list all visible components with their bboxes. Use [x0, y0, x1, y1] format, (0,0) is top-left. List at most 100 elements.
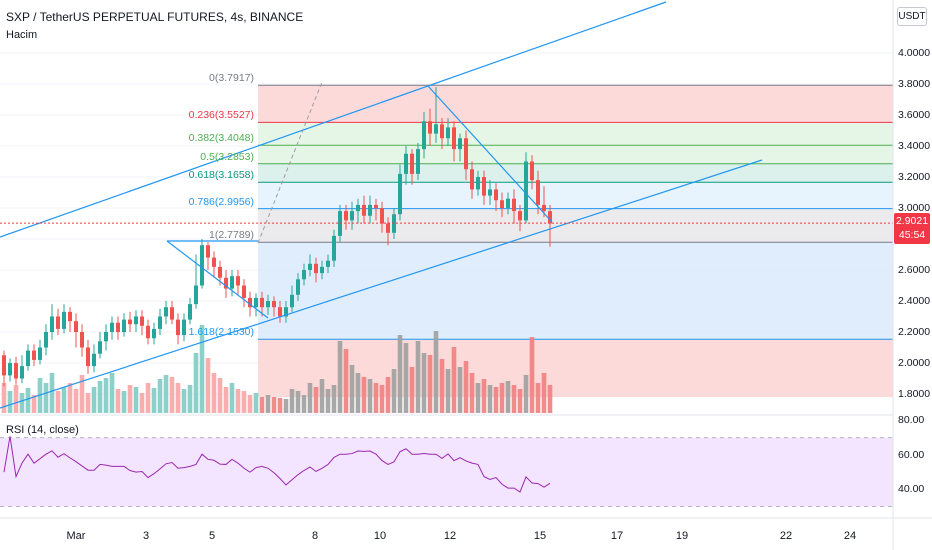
candle-body — [218, 266, 222, 278]
fib-level-label: 0.786(2.9956) — [188, 195, 254, 208]
price-tick: 2.2000 — [898, 326, 931, 338]
candle-body — [290, 294, 294, 308]
volume-bar — [283, 399, 289, 413]
candle-body — [266, 301, 270, 308]
volume-bar — [313, 387, 319, 413]
candle-body — [500, 200, 504, 208]
candle-body — [368, 204, 372, 216]
time-tick: 10 — [373, 530, 387, 542]
fib-level-label: 1.618(2.1530) — [188, 326, 254, 339]
candle-body — [68, 311, 72, 322]
candle-body — [482, 177, 486, 196]
volume-bar — [307, 383, 313, 413]
candle-body — [2, 355, 6, 376]
volume-bar — [61, 387, 67, 413]
candle-body — [350, 211, 354, 221]
volume-bar — [121, 391, 127, 413]
candle-body — [446, 127, 450, 139]
candle-body — [164, 307, 168, 317]
candle-body — [536, 180, 540, 205]
volume-bar — [55, 391, 61, 413]
volume-bar — [421, 353, 427, 413]
volume-bar — [229, 383, 235, 413]
last-price-value: 2.9021 — [895, 215, 929, 227]
volume-bar — [337, 341, 343, 413]
currency-button[interactable]: USDT — [897, 7, 927, 26]
candle-body — [320, 266, 324, 274]
candle-body — [452, 127, 456, 150]
candle-body — [422, 121, 426, 150]
candle-body — [314, 263, 318, 274]
volume-bar — [487, 385, 493, 413]
volume-bar — [151, 388, 157, 413]
price-tick: 3.6000 — [898, 109, 931, 121]
volume-bar — [481, 379, 487, 413]
descending-trend-line — [427, 85, 553, 223]
volume-bar — [457, 367, 463, 413]
volume-bar — [163, 375, 169, 413]
candle-body — [458, 138, 462, 150]
candle-body — [230, 276, 234, 289]
candle-body — [440, 124, 444, 139]
volume-bar — [205, 358, 211, 413]
volume-bar — [433, 331, 439, 413]
candle-body — [308, 263, 312, 270]
volume-bar — [379, 385, 385, 413]
candle-body — [416, 149, 420, 174]
candle-body — [14, 363, 18, 379]
fib-zone — [258, 182, 893, 209]
volume-bar — [181, 389, 187, 413]
volume-bar — [235, 389, 241, 413]
volume-bar — [301, 395, 307, 413]
candle-body — [86, 347, 90, 367]
candle-body — [8, 363, 12, 376]
candle-body — [80, 332, 84, 348]
candle-body — [512, 198, 516, 212]
candle-body — [494, 189, 498, 201]
volume-bar — [259, 397, 265, 413]
volume-bar — [19, 393, 25, 413]
time-tick: 22 — [779, 530, 793, 542]
fib-level-label: 0(3.7917) — [209, 72, 254, 85]
price-tick: 4.0000 — [898, 47, 931, 59]
descending-trend-line — [166, 240, 269, 319]
fib-zone — [258, 85, 893, 123]
volume-bar — [475, 383, 481, 413]
price-tick: 3.8000 — [898, 78, 931, 90]
volume-bar — [265, 395, 271, 413]
candle-body — [428, 121, 432, 134]
candle-body — [26, 350, 30, 367]
volume-bar — [319, 379, 325, 413]
volume-indicator-label[interactable]: Hacim — [6, 29, 38, 41]
candle-body — [146, 325, 150, 339]
volume-bar — [493, 387, 499, 413]
trend-lines — [0, 1, 893, 409]
fib-trend-line — [257, 81, 323, 244]
time-tick: 8 — [311, 530, 319, 542]
rsi-indicator-label[interactable]: RSI (14, close) — [6, 424, 79, 436]
price-tick: 3.0000 — [898, 202, 931, 214]
volume-bar — [391, 369, 397, 413]
candle-body — [518, 211, 522, 221]
volume-bar — [187, 385, 193, 413]
candle-body — [386, 223, 390, 233]
volume-bar — [469, 373, 475, 413]
candle-body — [128, 319, 132, 325]
candle-body — [272, 301, 276, 308]
candle-body — [488, 189, 492, 196]
volume-bar — [241, 391, 247, 413]
candle-body — [134, 316, 138, 325]
volume-bar — [541, 373, 547, 413]
fibonacci-zones — [258, 84, 893, 398]
volume-bar — [445, 369, 451, 413]
volume-bar — [535, 383, 541, 413]
volume-bar — [97, 381, 103, 413]
volume-bar — [67, 383, 73, 413]
volume-bar — [331, 385, 337, 413]
candle-body — [344, 211, 348, 221]
volume-bar — [289, 389, 295, 413]
volume-bar — [175, 383, 181, 413]
volume-bar — [145, 383, 151, 413]
candle-body — [278, 307, 282, 317]
